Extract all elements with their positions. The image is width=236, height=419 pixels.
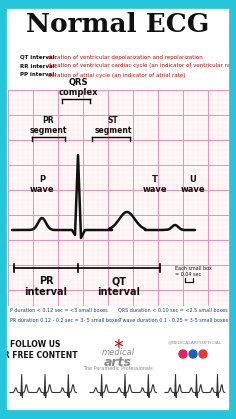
Text: RR interval:: RR interval:	[20, 64, 57, 68]
Text: duration of ventricular cardiac cycle (an indicator of ventricular rate): duration of ventricular cardiac cycle (a…	[46, 64, 236, 68]
Text: QT
interval: QT interval	[97, 276, 140, 297]
Bar	[8, 90, 228, 305]
Circle shape	[189, 350, 197, 358]
Text: The Paramedic Professionals: The Paramedic Professionals	[83, 366, 153, 371]
Text: QRS duration < 0.10 sec = <2.5 small boxes: QRS duration < 0.10 sec = <2.5 small box…	[118, 308, 228, 313]
Text: U
wave: U wave	[181, 175, 205, 194]
Text: PP interval:: PP interval:	[20, 72, 56, 78]
Text: arts: arts	[104, 356, 132, 369]
Text: T wave duration 0.1 - 0.25 = 3-5 small boxes: T wave duration 0.1 - 0.25 = 3-5 small b…	[118, 318, 228, 323]
Circle shape	[199, 350, 207, 358]
Text: @MEDICALARTSOFFICIAL: @MEDICALARTSOFFICIAL	[168, 340, 222, 344]
Text: duration of atrial cycle (an indicator of atrial rate): duration of atrial cycle (an indicator o…	[46, 72, 185, 78]
Text: P duration < 0.12 sec = <3 small boxes: P duration < 0.12 sec = <3 small boxes	[10, 308, 108, 313]
Text: P
wave: P wave	[30, 175, 54, 194]
Text: FOLLOW US
FOR FREE CONTENT: FOLLOW US FOR FREE CONTENT	[0, 340, 78, 360]
Text: T
wave: T wave	[143, 175, 167, 194]
Circle shape	[179, 350, 187, 358]
Text: ST
segment: ST segment	[94, 116, 132, 135]
Text: QRS
complex: QRS complex	[58, 78, 98, 97]
Text: Each small box
= 0.04 sec: Each small box = 0.04 sec	[175, 266, 212, 277]
Text: medical: medical	[101, 348, 135, 357]
Text: PR
interval: PR interval	[25, 276, 67, 297]
Text: *: *	[113, 338, 123, 357]
Text: PR duration 0.12 - 0.2 sec = 3- 5 small boxes: PR duration 0.12 - 0.2 sec = 3- 5 small …	[10, 318, 120, 323]
Text: Normal ECG: Normal ECG	[26, 13, 210, 37]
Text: QT interval:: QT interval:	[20, 54, 57, 59]
Text: PR
segment: PR segment	[29, 116, 67, 135]
Text: duration of ventricular depolarization and repolarization: duration of ventricular depolarization a…	[46, 54, 202, 59]
